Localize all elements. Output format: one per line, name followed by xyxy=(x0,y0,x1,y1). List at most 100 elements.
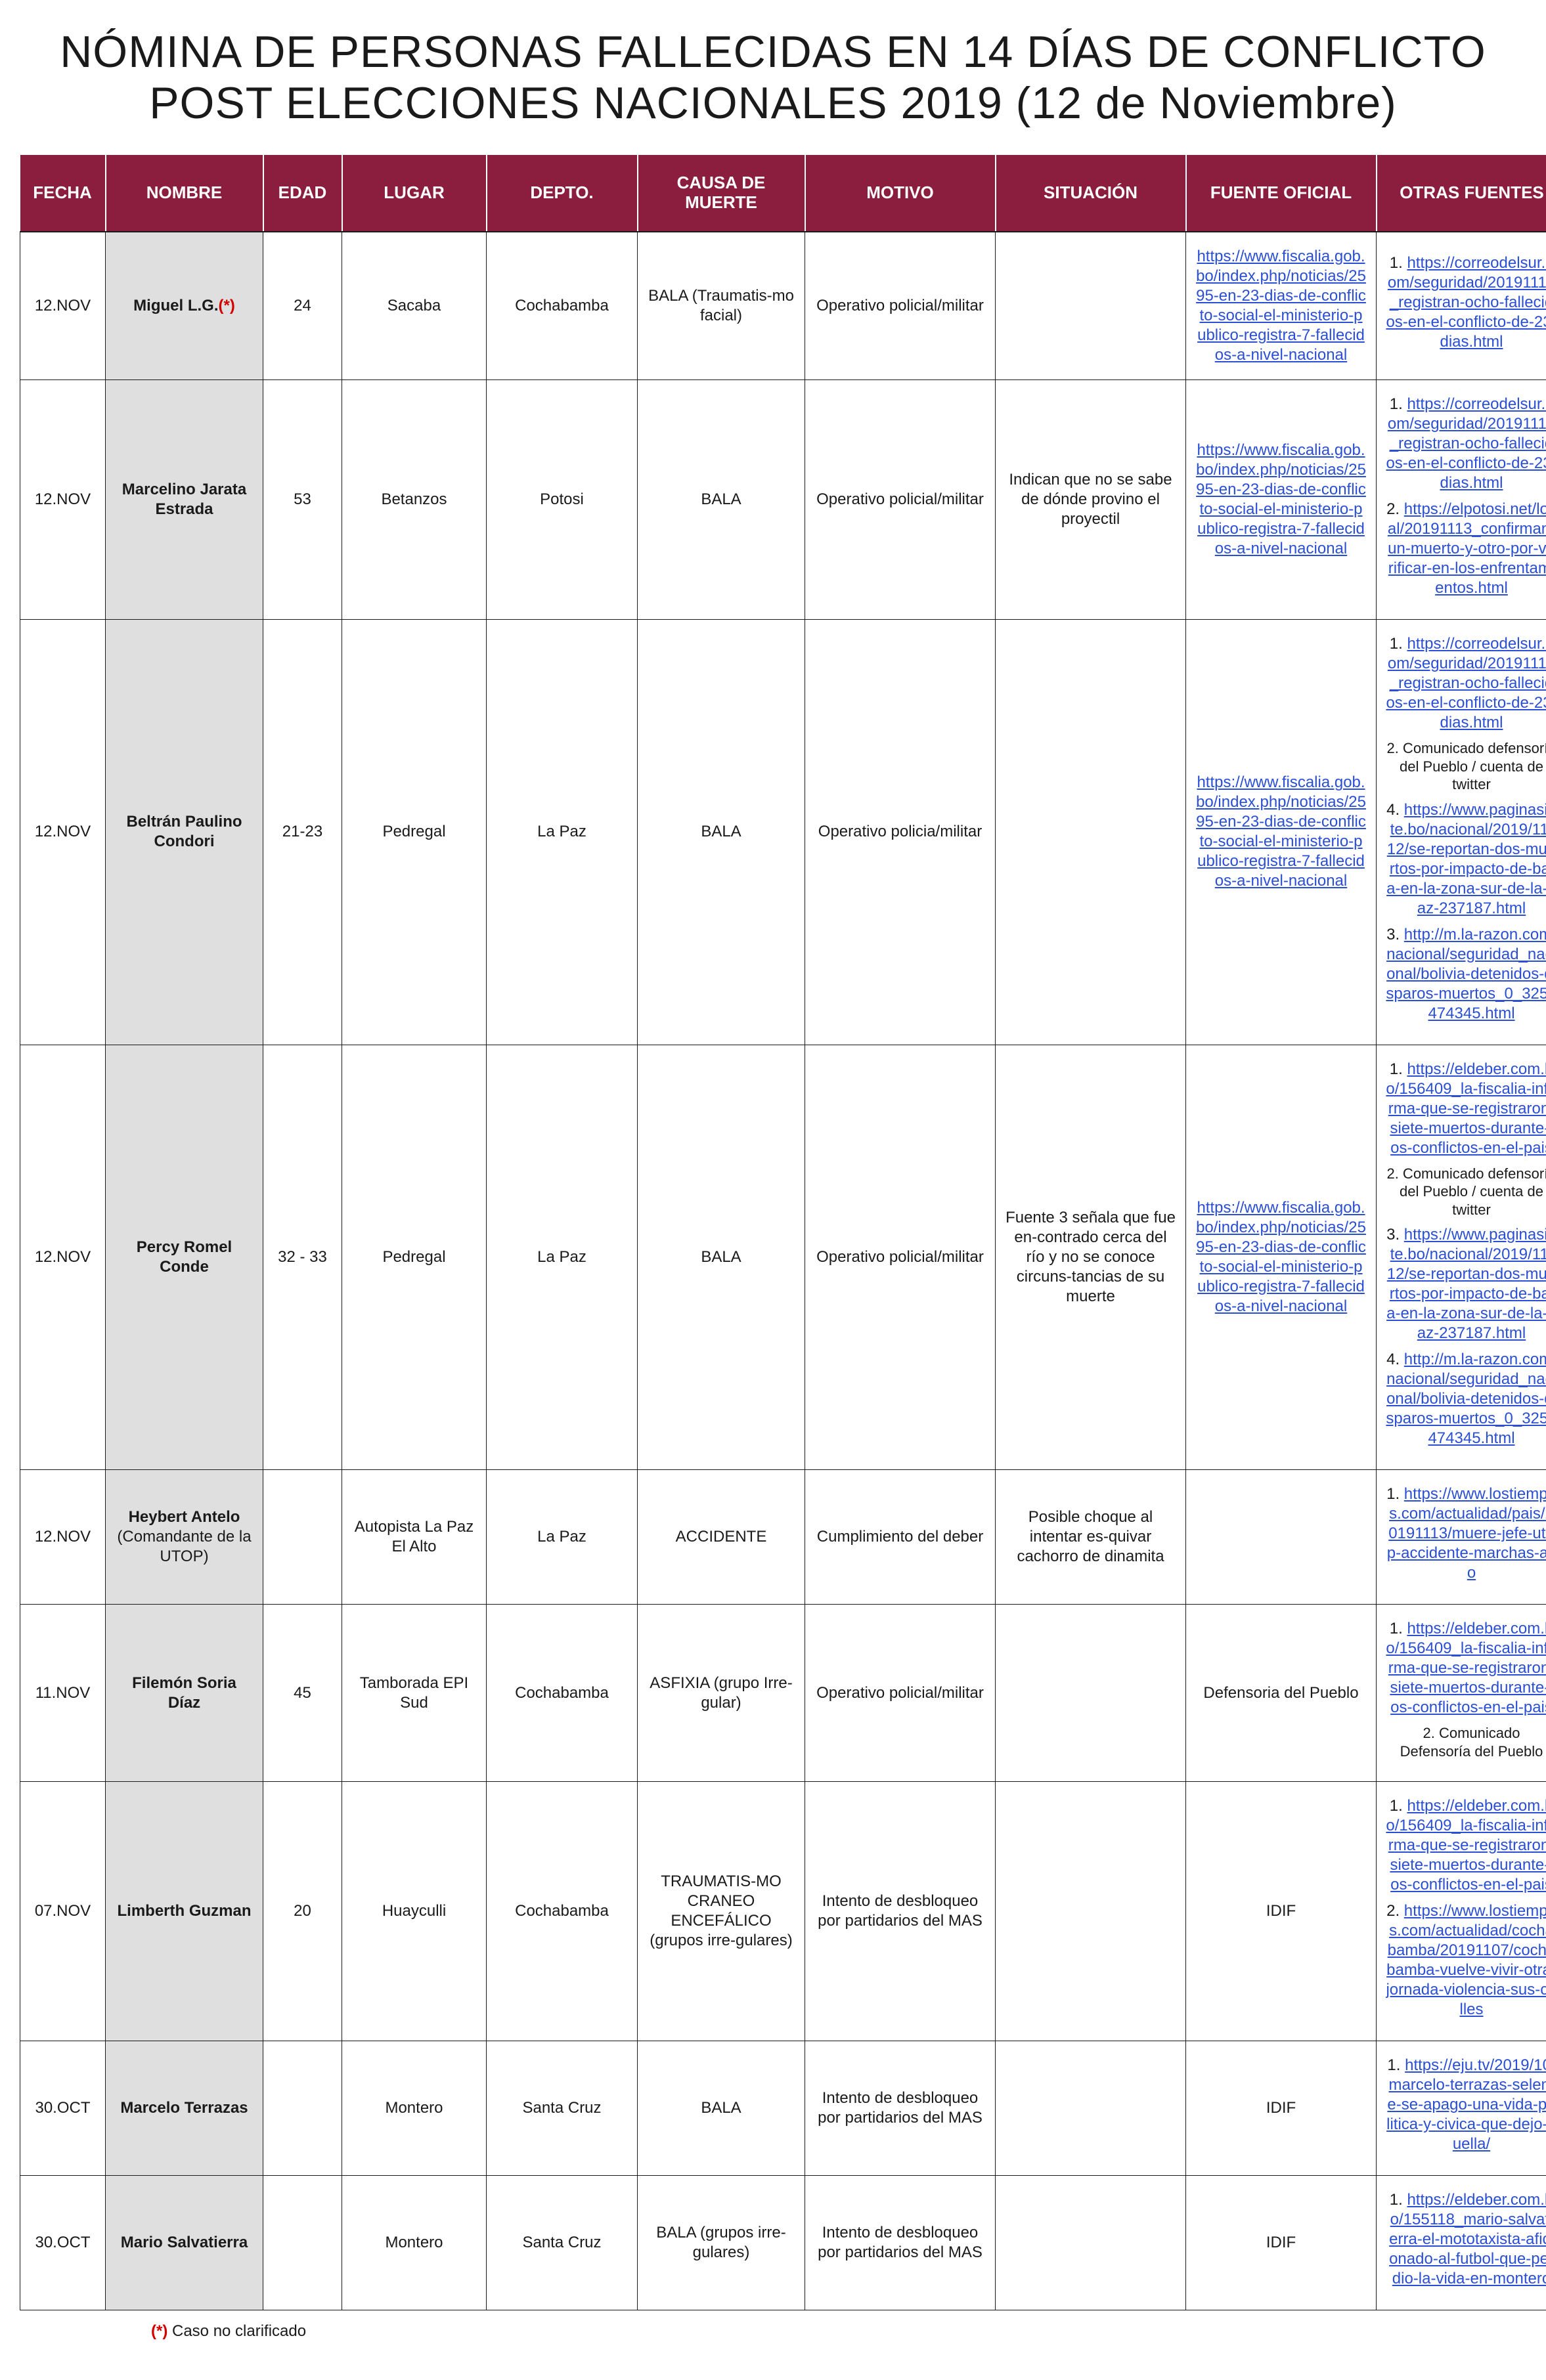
cell-edad: 32 - 33 xyxy=(263,1045,342,1470)
other-source-link[interactable]: https://correodelsur.com/seguridad/20191… xyxy=(1386,635,1546,731)
cell-motivo: Operativo policial/militar xyxy=(805,1045,996,1470)
cell-edad: 20 xyxy=(263,1782,342,2041)
cell-nombre: Mario Salvatierra xyxy=(106,2176,263,2310)
cell-nombre: Filemón Soria Díaz xyxy=(106,1605,263,1782)
footnote-marker: (*) xyxy=(151,2322,167,2340)
cell-causa: BALA xyxy=(638,620,805,1045)
cell-causa: BALA xyxy=(638,1045,805,1470)
cell-motivo: Operativo policial/militar xyxy=(805,380,996,620)
title-block: NÓMINA DE PERSONAS FALLECIDAS EN 14 DÍAS… xyxy=(20,26,1526,129)
table-row: 12.NOVPercy Romel Conde32 - 33PedregalLa… xyxy=(20,1045,1546,1470)
cell-edad xyxy=(263,2176,342,2310)
cell-otras-fuentes: 1. https://www.lostiempos.com/actualidad… xyxy=(1377,1470,1546,1605)
col-header-causa: CAUSA DE MUERTE xyxy=(638,155,805,232)
cell-motivo: Operativo policial/militar xyxy=(805,232,996,380)
cell-lugar: Betanzos xyxy=(342,380,487,620)
cell-depto: La Paz xyxy=(487,1470,638,1605)
col-header-motivo: MOTIVO xyxy=(805,155,996,232)
cell-causa: ASFIXIA (grupo Irre-gular) xyxy=(638,1605,805,1782)
col-header-lugar: LUGAR xyxy=(342,155,487,232)
cell-nombre: Percy Romel Conde xyxy=(106,1045,263,1470)
cell-otras-fuentes: 1. https://eju.tv/2019/10/marcelo-terraz… xyxy=(1377,2041,1546,2176)
cell-otras-fuentes: 1. https://correodelsur.com/seguridad/20… xyxy=(1377,232,1546,380)
other-source-link[interactable]: https://www.lostiempos.com/actualidad/pa… xyxy=(1387,1485,1546,1582)
other-source-link[interactable]: https://correodelsur.com/seguridad/20191… xyxy=(1386,395,1546,492)
other-source-link[interactable]: https://eldeber.com.bo/156409_la-fiscali… xyxy=(1386,1620,1546,1716)
page: NÓMINA DE PERSONAS FALLECIDAS EN 14 DÍAS… xyxy=(0,0,1546,2380)
official-source-link[interactable]: https://www.fiscalia.gob.bo/index.php/no… xyxy=(1196,441,1366,557)
other-source-item: 1. https://correodelsur.com/seguridad/20… xyxy=(1386,634,1546,733)
table-row: 12.NOVMiguel L.G.(*)24SacabaCochabambaBA… xyxy=(20,232,1546,380)
cell-situacion xyxy=(996,2176,1186,2310)
other-source-item: 1. https://correodelsur.com/seguridad/20… xyxy=(1386,253,1546,352)
other-source-link[interactable]: https://eldeber.com.bo/155118_mario-salv… xyxy=(1389,2191,1546,2287)
cell-fecha: 12.NOV xyxy=(20,380,106,620)
other-source-item: 3. https://www.paginasiete.bo/nacional/2… xyxy=(1386,1225,1546,1343)
other-source-link[interactable]: https://www.lostiempos.com/actualidad/co… xyxy=(1386,1902,1546,2018)
other-source-item: 4. http://m.la-razon.com/nacional/seguri… xyxy=(1386,1350,1546,1448)
other-source-item: 1. https://www.lostiempos.com/actualidad… xyxy=(1386,1484,1546,1583)
other-source-item: 1. https://correodelsur.com/seguridad/20… xyxy=(1386,395,1546,493)
cell-motivo: Intento de desbloqueo por partidarios de… xyxy=(805,1782,996,2041)
title-line-1: NÓMINA DE PERSONAS FALLECIDAS EN 14 DÍAS… xyxy=(20,26,1526,77)
official-source-link[interactable]: https://www.fiscalia.gob.bo/index.php/no… xyxy=(1196,1199,1366,1315)
cell-fuente-oficial: https://www.fiscalia.gob.bo/index.php/no… xyxy=(1186,232,1377,380)
cell-causa: TRAUMATIS-MO CRANEO ENCEFÁLICO (grupos i… xyxy=(638,1782,805,2041)
cell-otras-fuentes: 1. https://eldeber.com.bo/155118_mario-s… xyxy=(1377,2176,1546,2310)
cell-lugar: Huayculli xyxy=(342,1782,487,2041)
cell-depto: Cochabamba xyxy=(487,232,638,380)
cell-motivo: Intento de desbloqueo por partidarios de… xyxy=(805,2041,996,2176)
cell-situacion xyxy=(996,2041,1186,2176)
cell-edad xyxy=(263,2041,342,2176)
cell-edad: 53 xyxy=(263,380,342,620)
cell-fuente-oficial: IDIF xyxy=(1186,2041,1377,2176)
cell-situacion: Fuente 3 señala que fue en-contrado cerc… xyxy=(996,1045,1186,1470)
cell-fecha: 12.NOV xyxy=(20,232,106,380)
other-source-item: 2. Comunicado Defensoría del Pueblo xyxy=(1386,1724,1546,1760)
other-source-link[interactable]: https://correodelsur.com/seguridad/20191… xyxy=(1386,254,1546,351)
col-header-edad: EDAD xyxy=(263,155,342,232)
footnote: (*) Caso no clarificado xyxy=(20,2322,1526,2341)
cell-depto: Cochabamba xyxy=(487,1782,638,2041)
cell-lugar: Autopista La Paz El Alto xyxy=(342,1470,487,1605)
other-source-item: 2. Comunicado defensoría del Pueblo / cu… xyxy=(1386,1165,1546,1219)
cell-fecha: 12.NOV xyxy=(20,1470,106,1605)
cell-lugar: Tamborada EPI Sud xyxy=(342,1605,487,1782)
cell-fecha: 30.OCT xyxy=(20,2041,106,2176)
other-source-item: 3. http://m.la-razon.com/nacional/seguri… xyxy=(1386,925,1546,1024)
other-source-link[interactable]: https://www.paginasiete.bo/nacional/2019… xyxy=(1386,801,1546,917)
other-source-link[interactable]: http://m.la-razon.com/nacional/seguridad… xyxy=(1386,926,1546,1022)
official-source-link[interactable]: https://www.fiscalia.gob.bo/index.php/no… xyxy=(1196,248,1366,364)
cell-causa: BALA (grupos irre-gulares) xyxy=(638,2176,805,2310)
cell-lugar: Montero xyxy=(342,2176,487,2310)
other-source-link[interactable]: https://elpotosi.net/local/20191113_conf… xyxy=(1388,500,1546,597)
other-source-link[interactable]: https://eldeber.com.bo/156409_la-fiscali… xyxy=(1386,1060,1546,1157)
cell-depto: La Paz xyxy=(487,1045,638,1470)
table-row: 12.NOVMarcelino Jarata Estrada53Betanzos… xyxy=(20,380,1546,620)
cell-nombre: Heybert Antelo(Comandante de la UTOP) xyxy=(106,1470,263,1605)
cell-situacion: Indican que no se sabe de dónde provino … xyxy=(996,380,1186,620)
cell-otras-fuentes: 1. https://eldeber.com.bo/156409_la-fisc… xyxy=(1377,1605,1546,1782)
cell-edad: 24 xyxy=(263,232,342,380)
other-source-link[interactable]: https://eju.tv/2019/10/marcelo-terrazas-… xyxy=(1386,2056,1546,2153)
cell-lugar: Sacaba xyxy=(342,232,487,380)
cell-nombre: Marcelino Jarata Estrada xyxy=(106,380,263,620)
other-source-link[interactable]: http://m.la-razon.com/nacional/seguridad… xyxy=(1386,1351,1546,1447)
table-head: FECHA NOMBRE EDAD LUGAR DEPTO. CAUSA DE … xyxy=(20,155,1546,232)
other-source-item: 1. https://eldeber.com.bo/156409_la-fisc… xyxy=(1386,1060,1546,1158)
cell-otras-fuentes: 1. https://eldeber.com.bo/156409_la-fisc… xyxy=(1377,1045,1546,1470)
col-header-otras-fuentes: OTRAS FUENTES xyxy=(1377,155,1546,232)
cell-situacion: Posible choque al intentar es-quivar cac… xyxy=(996,1470,1186,1605)
cell-fuente-oficial: Defensoria del Pueblo xyxy=(1186,1605,1377,1782)
fatalities-table: FECHA NOMBRE EDAD LUGAR DEPTO. CAUSA DE … xyxy=(20,155,1546,2310)
cell-nombre: Beltrán Paulino Condori xyxy=(106,620,263,1045)
other-source-item: 1. https://eju.tv/2019/10/marcelo-terraz… xyxy=(1386,2056,1546,2154)
other-source-link[interactable]: https://www.paginasiete.bo/nacional/2019… xyxy=(1386,1226,1546,1342)
other-source-link[interactable]: https://eldeber.com.bo/156409_la-fiscali… xyxy=(1386,1797,1546,1893)
official-source-link[interactable]: https://www.fiscalia.gob.bo/index.php/no… xyxy=(1196,773,1366,890)
cell-motivo: Operativo policial/militar xyxy=(805,1605,996,1782)
cell-edad: 21-23 xyxy=(263,620,342,1045)
footnote-text: Caso no clarificado xyxy=(167,2322,306,2340)
cell-fuente-oficial: https://www.fiscalia.gob.bo/index.php/no… xyxy=(1186,380,1377,620)
cell-otras-fuentes: 1. https://eldeber.com.bo/156409_la-fisc… xyxy=(1377,1782,1546,2041)
